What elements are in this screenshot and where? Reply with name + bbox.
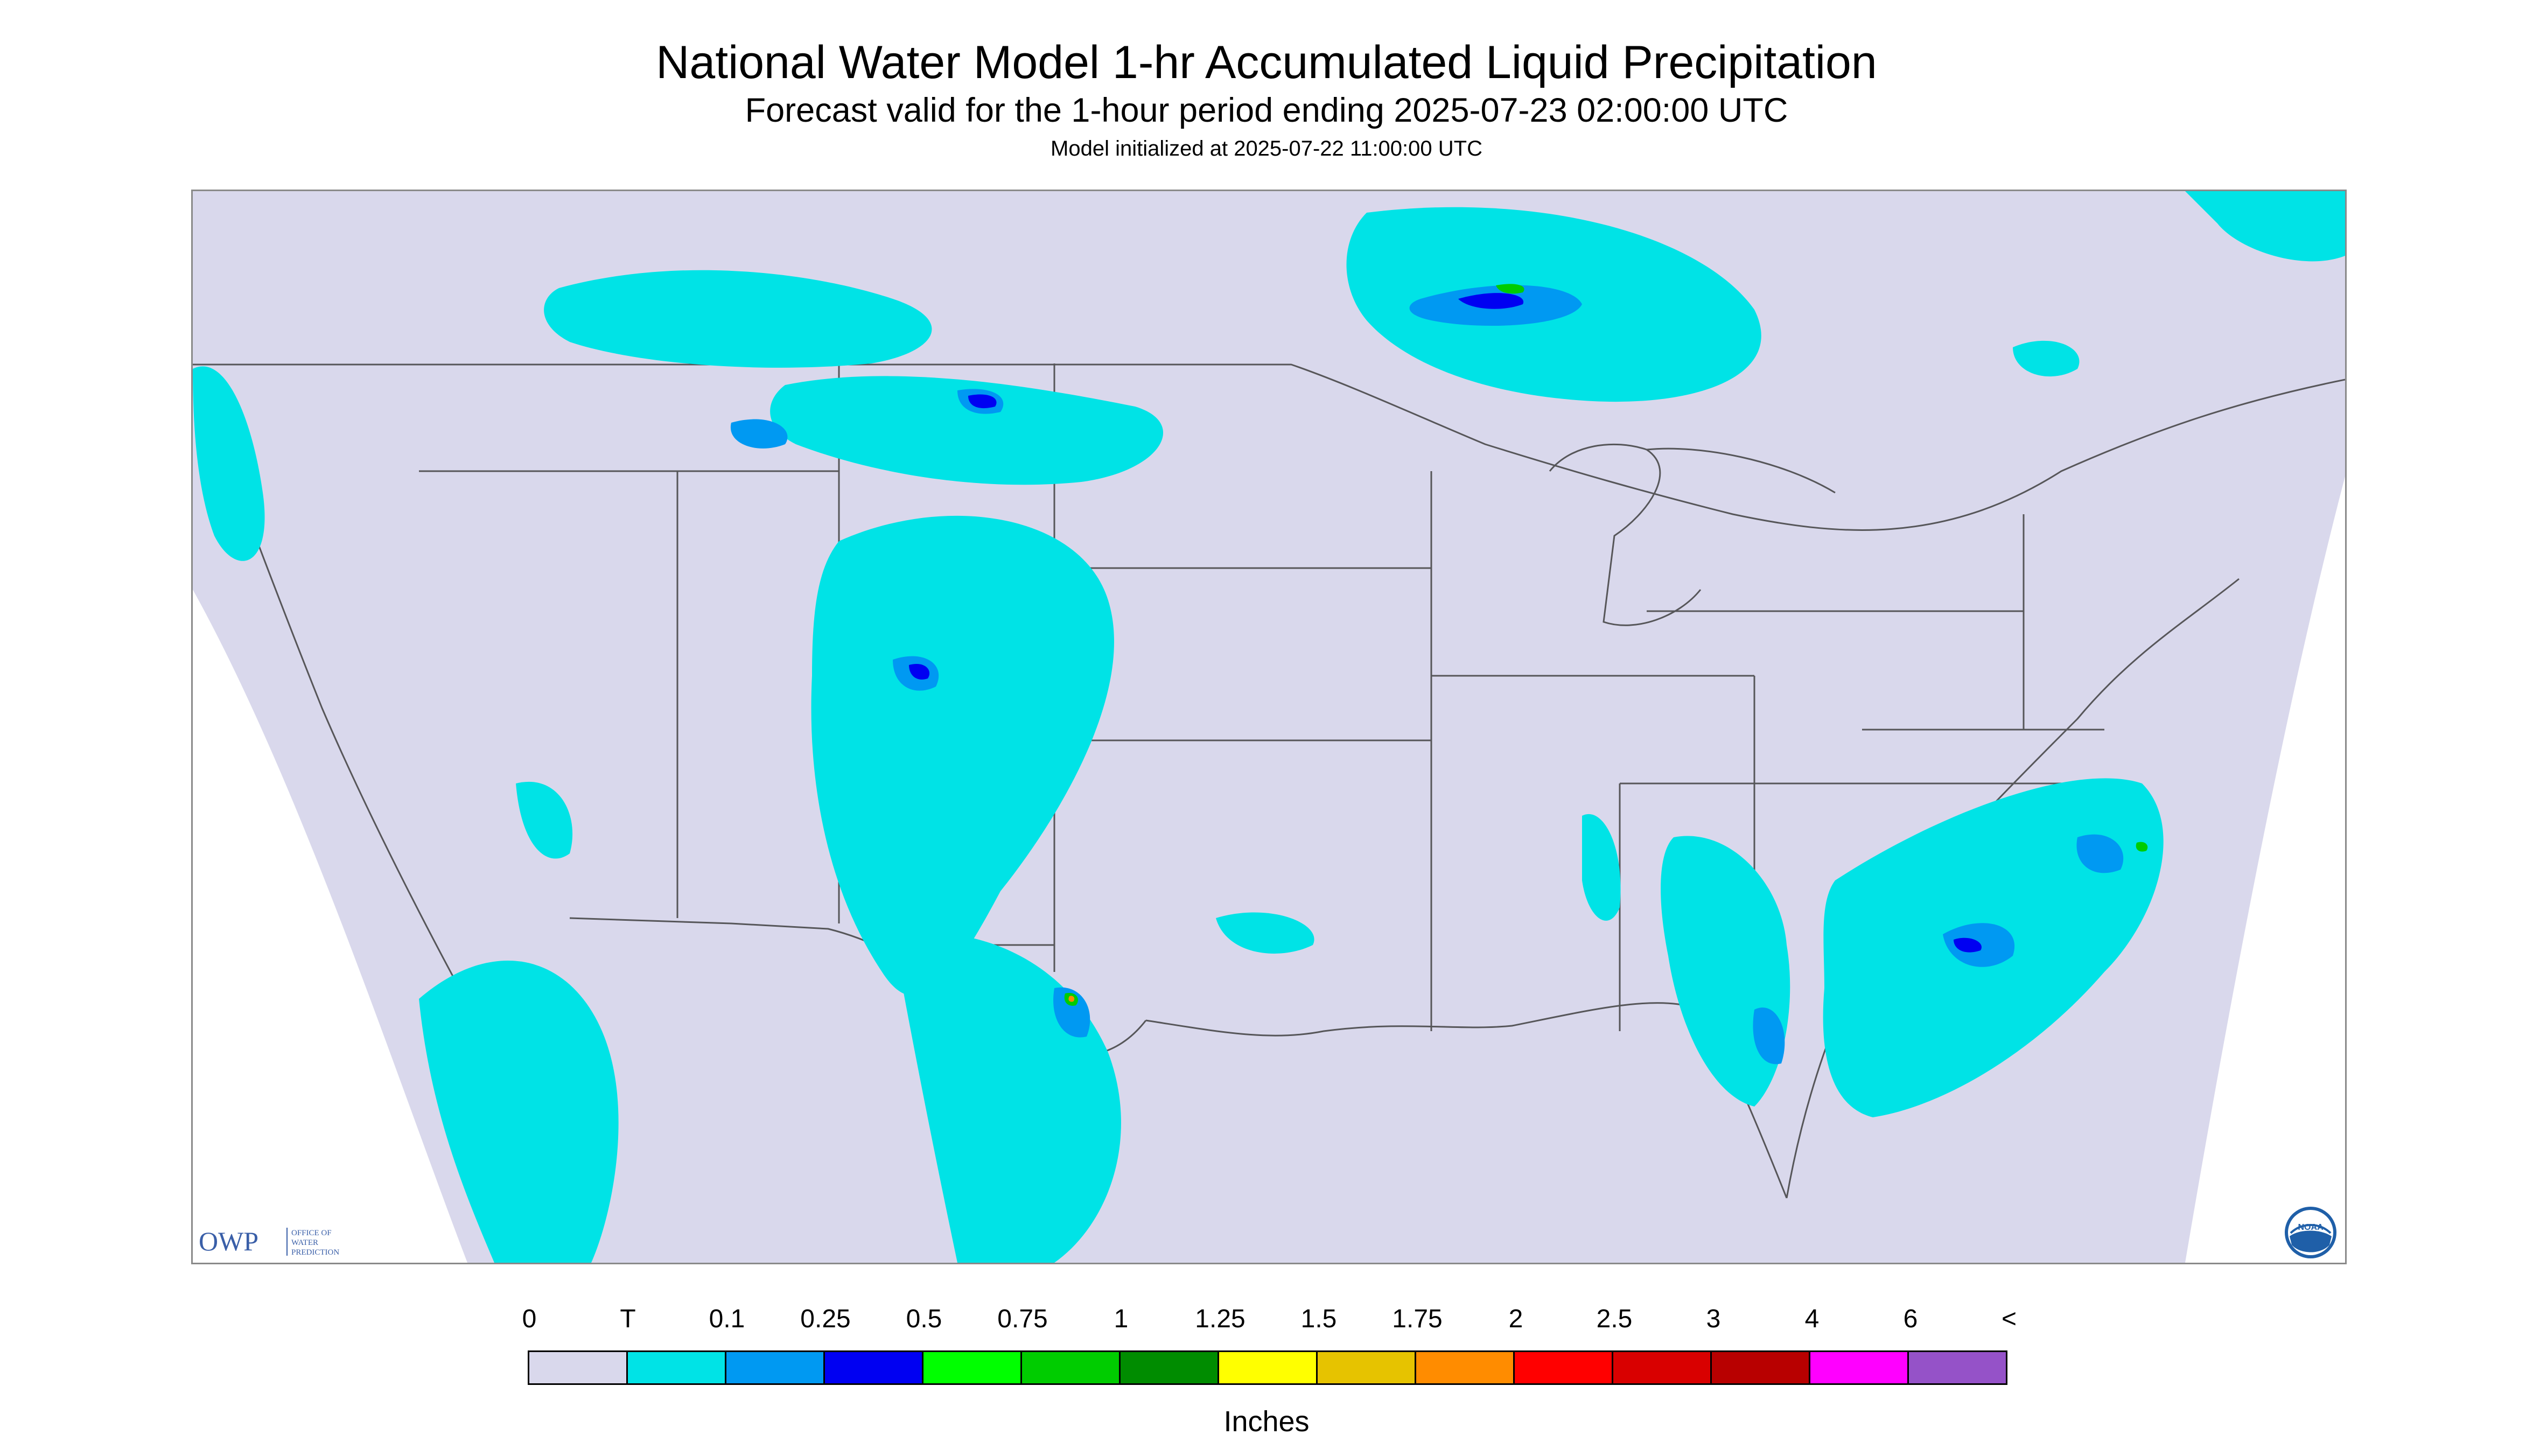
page-subtitle: Forecast valid for the 1-hour period end… [745, 92, 1788, 129]
legend-swatch [1515, 1352, 1613, 1383]
legend-swatch [726, 1352, 825, 1383]
legend-swatch [1022, 1352, 1121, 1383]
legend-label: 6 [1903, 1305, 1918, 1333]
noaa-logo-text: NOAA [2298, 1223, 2324, 1232]
legend-label: 1.75 [1392, 1305, 1443, 1333]
precip-trace [193, 191, 2345, 1263]
legend-swatch [923, 1352, 1022, 1383]
legend-swatch [825, 1352, 923, 1383]
legend-swatch [1909, 1352, 2006, 1383]
model-domain [193, 191, 2345, 1263]
legend-label: < [2001, 1305, 2017, 1333]
legend-swatch [1318, 1352, 1416, 1383]
legend-swatch [1810, 1352, 1909, 1383]
state-line-4 [1647, 514, 2104, 838]
legend-label: 0.75 [997, 1305, 1048, 1333]
legend-swatch [1416, 1352, 1515, 1383]
legend-label: 0.25 [800, 1305, 851, 1333]
legend-label: 3 [1706, 1305, 1721, 1333]
owp-logo-line2: WATER [291, 1238, 318, 1247]
legend-colorbar [528, 1350, 2007, 1385]
legend-swatch [1613, 1352, 1712, 1383]
legend-swatch [529, 1352, 628, 1383]
map-canvas [193, 191, 2345, 1263]
precip-orange-cores [1068, 996, 1075, 1002]
page-title: National Water Model 1-hr Accumulated Li… [656, 37, 1877, 88]
legend-label: 2 [1508, 1305, 1523, 1333]
legend-label: 0 [522, 1305, 537, 1333]
legend-label: 0.1 [709, 1305, 745, 1333]
legend-labels: 0 T 0.1 0.25 0.5 0.75 1 1.25 1.5 1.75 2 … [0, 1303, 2533, 1341]
legend-swatch [628, 1352, 726, 1383]
legend-label: 1.25 [1195, 1305, 1245, 1333]
noaa-logo: NOAA [2285, 1207, 2336, 1258]
model-init-line: Model initialized at 2025-07-22 11:00:00… [1051, 137, 1482, 160]
state-line-3 [1431, 675, 2077, 1031]
legend-label: T [620, 1305, 636, 1333]
state-line-2 [947, 471, 1432, 1031]
legend-swatch [1121, 1352, 1219, 1383]
boundary-lines [193, 363, 2345, 1199]
precip-heavy [909, 293, 1982, 953]
legend-swatch [1219, 1352, 1318, 1383]
owp-logo: OWP OFFICE OF WATER PREDICTION [199, 1226, 339, 1257]
legend-label: 2.5 [1596, 1305, 1633, 1333]
owp-logo-line3: PREDICTION [291, 1248, 339, 1257]
legend-label: 1.5 [1300, 1305, 1337, 1333]
legend-label: 0.5 [906, 1305, 942, 1333]
legend-label: 1 [1114, 1305, 1129, 1333]
legend-swatch [1712, 1352, 1810, 1383]
owp-logo-mark: OWP [199, 1226, 258, 1256]
great-lakes-outline [1549, 443, 1836, 626]
us-canada-border [193, 363, 2345, 531]
legend-units: Inches [1223, 1405, 1310, 1438]
legend-label: 4 [1804, 1305, 1820, 1333]
owp-logo-line1: OFFICE OF [291, 1229, 332, 1237]
precipitation-map [191, 190, 2347, 1264]
